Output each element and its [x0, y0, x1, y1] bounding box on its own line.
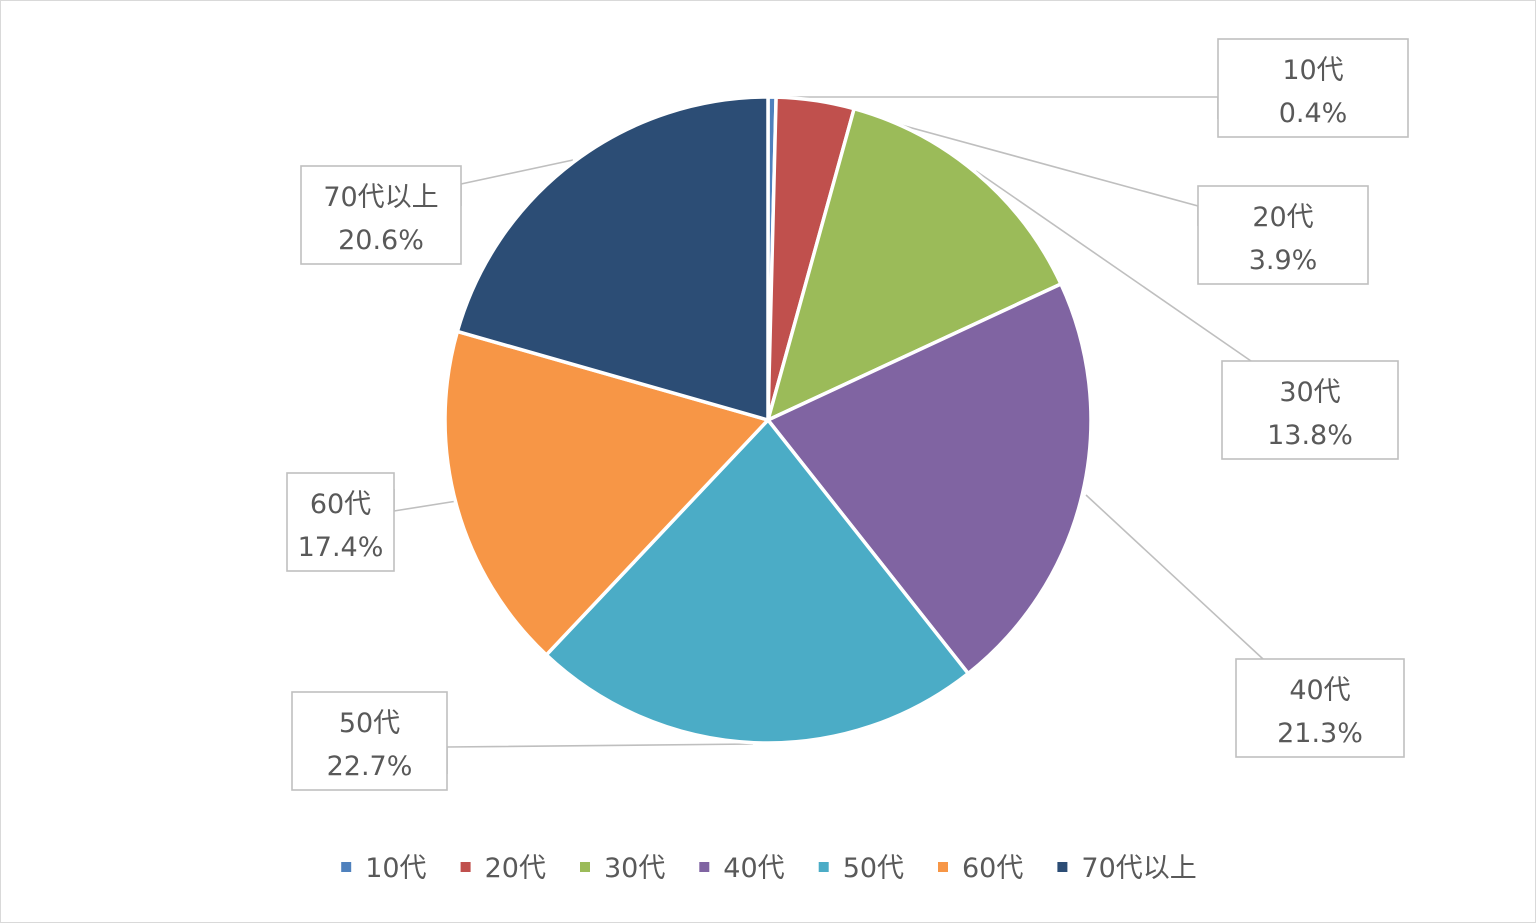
data-label-value: 0.4% [1279, 98, 1348, 129]
data-label-category: 70代以上 [323, 182, 438, 213]
data-label-value: 17.4% [298, 532, 384, 563]
legend-label: 50代 [843, 853, 904, 884]
data-label-6: 60代 17.4% [286, 472, 395, 572]
legend-swatch [938, 862, 948, 872]
data-label-category: 10代 [1282, 55, 1343, 86]
pie-slice-3 [766, 106, 1063, 422]
legend-item-1: 10代 [341, 853, 427, 884]
legend: 10代 20代 30代 40代 50代 60代 70代以上 [341, 853, 1197, 884]
leader-line-4 [1085, 494, 1264, 660]
pie-slice-4 [766, 282, 1093, 676]
legend-item-7: 70代以上 [1057, 853, 1197, 884]
data-label-7: 70代以上 20.6% [300, 165, 462, 265]
data-label-3: 30代 13.8% [1221, 360, 1399, 460]
data-label-box [1217, 38, 1409, 138]
legend-label: 70代以上 [1081, 853, 1196, 884]
data-labels: 10代 0.4% 20代 3.9% 30代 13.8% 40代 21.3% 50代 22.7% 60… [286, 38, 1409, 791]
data-label-value: 13.8% [1267, 420, 1353, 451]
data-label-5: 50代 22.7% [291, 691, 448, 791]
legend-label: 40代 [723, 853, 784, 884]
legend-swatch [460, 862, 471, 872]
legend-swatch [580, 862, 590, 872]
data-label-category: 40代 [1289, 675, 1350, 706]
legend-label: 30代 [604, 853, 665, 884]
legend-label: 20代 [485, 853, 546, 884]
legend-item-4: 40代 [699, 853, 785, 884]
data-label-category: 50代 [339, 708, 400, 739]
leader-line-6 [393, 489, 458, 512]
pie-slice-5 [544, 418, 970, 745]
data-label-box [1221, 360, 1399, 460]
data-label-category: 20代 [1252, 202, 1313, 233]
leader-line-5 [446, 743, 754, 774]
data-label-box [286, 472, 395, 572]
legend-swatch [341, 862, 352, 872]
legend-item-5: 50代 [818, 853, 904, 884]
data-label-value: 20.6% [338, 225, 424, 256]
legend-swatch [699, 862, 710, 872]
data-label-2: 20代 3.9% [1197, 185, 1369, 285]
data-label-box [300, 165, 462, 265]
legend-label: 10代 [365, 853, 426, 884]
legend-item-6: 60代 [938, 853, 1023, 884]
data-label-value: 21.3% [1277, 718, 1363, 749]
pie-slice-6 [443, 329, 770, 657]
leader-line-3 [975, 170, 1252, 362]
legend-item-3: 30代 [580, 853, 665, 884]
data-label-category: 30代 [1279, 377, 1340, 408]
pie-slice-7 [455, 95, 770, 422]
legend-swatch [1057, 862, 1068, 872]
data-label-value: 3.9% [1249, 245, 1318, 276]
legend-label: 60代 [962, 853, 1023, 884]
data-label-1: 10代 0.4% [1217, 38, 1409, 138]
data-label-value: 22.7% [327, 751, 413, 782]
data-label-4: 40代 21.3% [1235, 658, 1405, 758]
data-label-box [291, 691, 448, 791]
data-label-box [1197, 185, 1369, 285]
data-label-box [1235, 658, 1405, 758]
legend-item-2: 20代 [460, 853, 546, 884]
legend-swatch [818, 862, 829, 872]
data-label-category: 60代 [310, 489, 371, 520]
pie-slices [443, 95, 1093, 745]
